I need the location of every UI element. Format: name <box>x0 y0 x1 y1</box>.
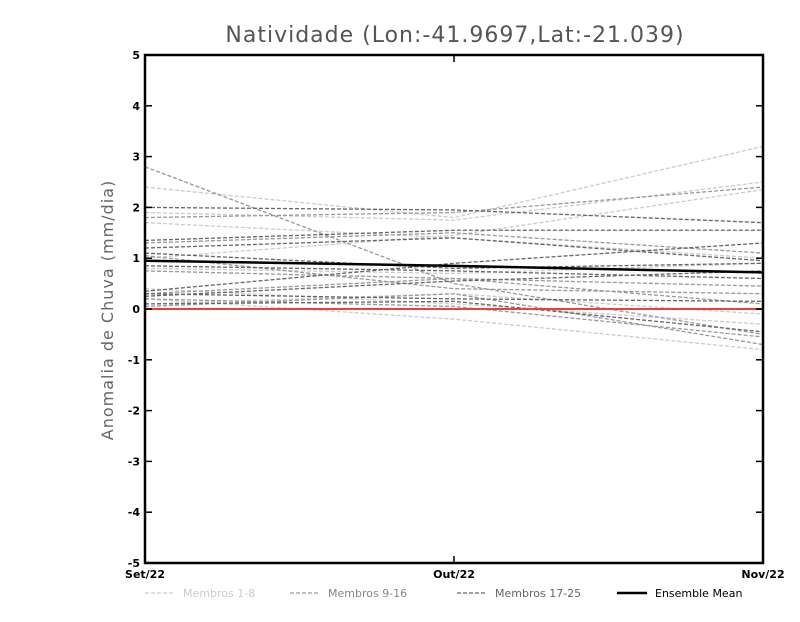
series-line-group1-4 <box>144 262 764 275</box>
y-tick-label: -4 <box>128 506 141 519</box>
y-axis-label: Anomalia de Chuva (mm/dia) <box>98 180 117 440</box>
y-tick-label: -3 <box>128 455 140 468</box>
y-tick-label: 0 <box>132 303 140 316</box>
legend-label-1: Membros 1-8 <box>183 587 255 600</box>
y-tick-label: -2 <box>128 405 140 418</box>
series-line-group2-1 <box>144 166 764 336</box>
legend-label-4: Ensemble Mean <box>655 587 742 600</box>
series-line-group3-6 <box>144 242 764 292</box>
series-line-group1-8 <box>144 188 764 259</box>
legend-label-2: Membros 9-16 <box>328 587 407 600</box>
y-tick-label: 1 <box>132 252 140 265</box>
x-tick-label: Out/22 <box>433 568 475 581</box>
series-line-group2-6 <box>144 277 764 305</box>
series-line-group2-8 <box>144 293 764 346</box>
x-tick-label: Nov/22 <box>741 568 784 581</box>
series-line-group1-6 <box>144 298 764 351</box>
y-tick-label: -5 <box>128 557 140 570</box>
series-line-group3-8 <box>144 270 764 297</box>
y-tick-label: 5 <box>132 49 140 62</box>
y-tick-label: 2 <box>132 201 140 214</box>
chart-title: Natividade (Lon:-41.9697,Lat:-21.039) <box>225 23 684 48</box>
series-line-group2-2 <box>144 186 764 219</box>
series-line-group3-9 <box>144 300 764 333</box>
y-tick-label: 4 <box>132 100 140 113</box>
series-line-group1-5 <box>144 288 764 325</box>
series-line-group3-5 <box>144 265 764 280</box>
series-line-group2-4 <box>144 255 764 295</box>
x-tick-label: Set/22 <box>125 568 165 581</box>
series-line-group3-4 <box>144 252 764 270</box>
series-line-group1-2 <box>144 181 764 221</box>
series-line-group3-7 <box>144 293 764 303</box>
y-tick-label: -1 <box>128 354 140 367</box>
ensemble-mean-line <box>144 259 764 274</box>
series-line-group3-1 <box>144 206 764 224</box>
series-line-group3-3 <box>144 237 764 262</box>
plot-area: -5 -4 -3 -2 -1 0 1 2 3 4 5 Set/22 Out/22 Nov/22 <box>125 49 785 581</box>
legend: Membros 1-8 Membros 9-16 Membros 17-25 Ense… <box>145 587 742 600</box>
legend-label-3: Membros 17-25 <box>495 587 581 600</box>
series-line-group1-1 <box>144 145 764 219</box>
series-line-group3-2 <box>144 229 763 242</box>
series-line-group2-7 <box>144 298 764 338</box>
y-tick-label: 3 <box>132 151 140 164</box>
series-line-group2-3 <box>144 232 764 254</box>
